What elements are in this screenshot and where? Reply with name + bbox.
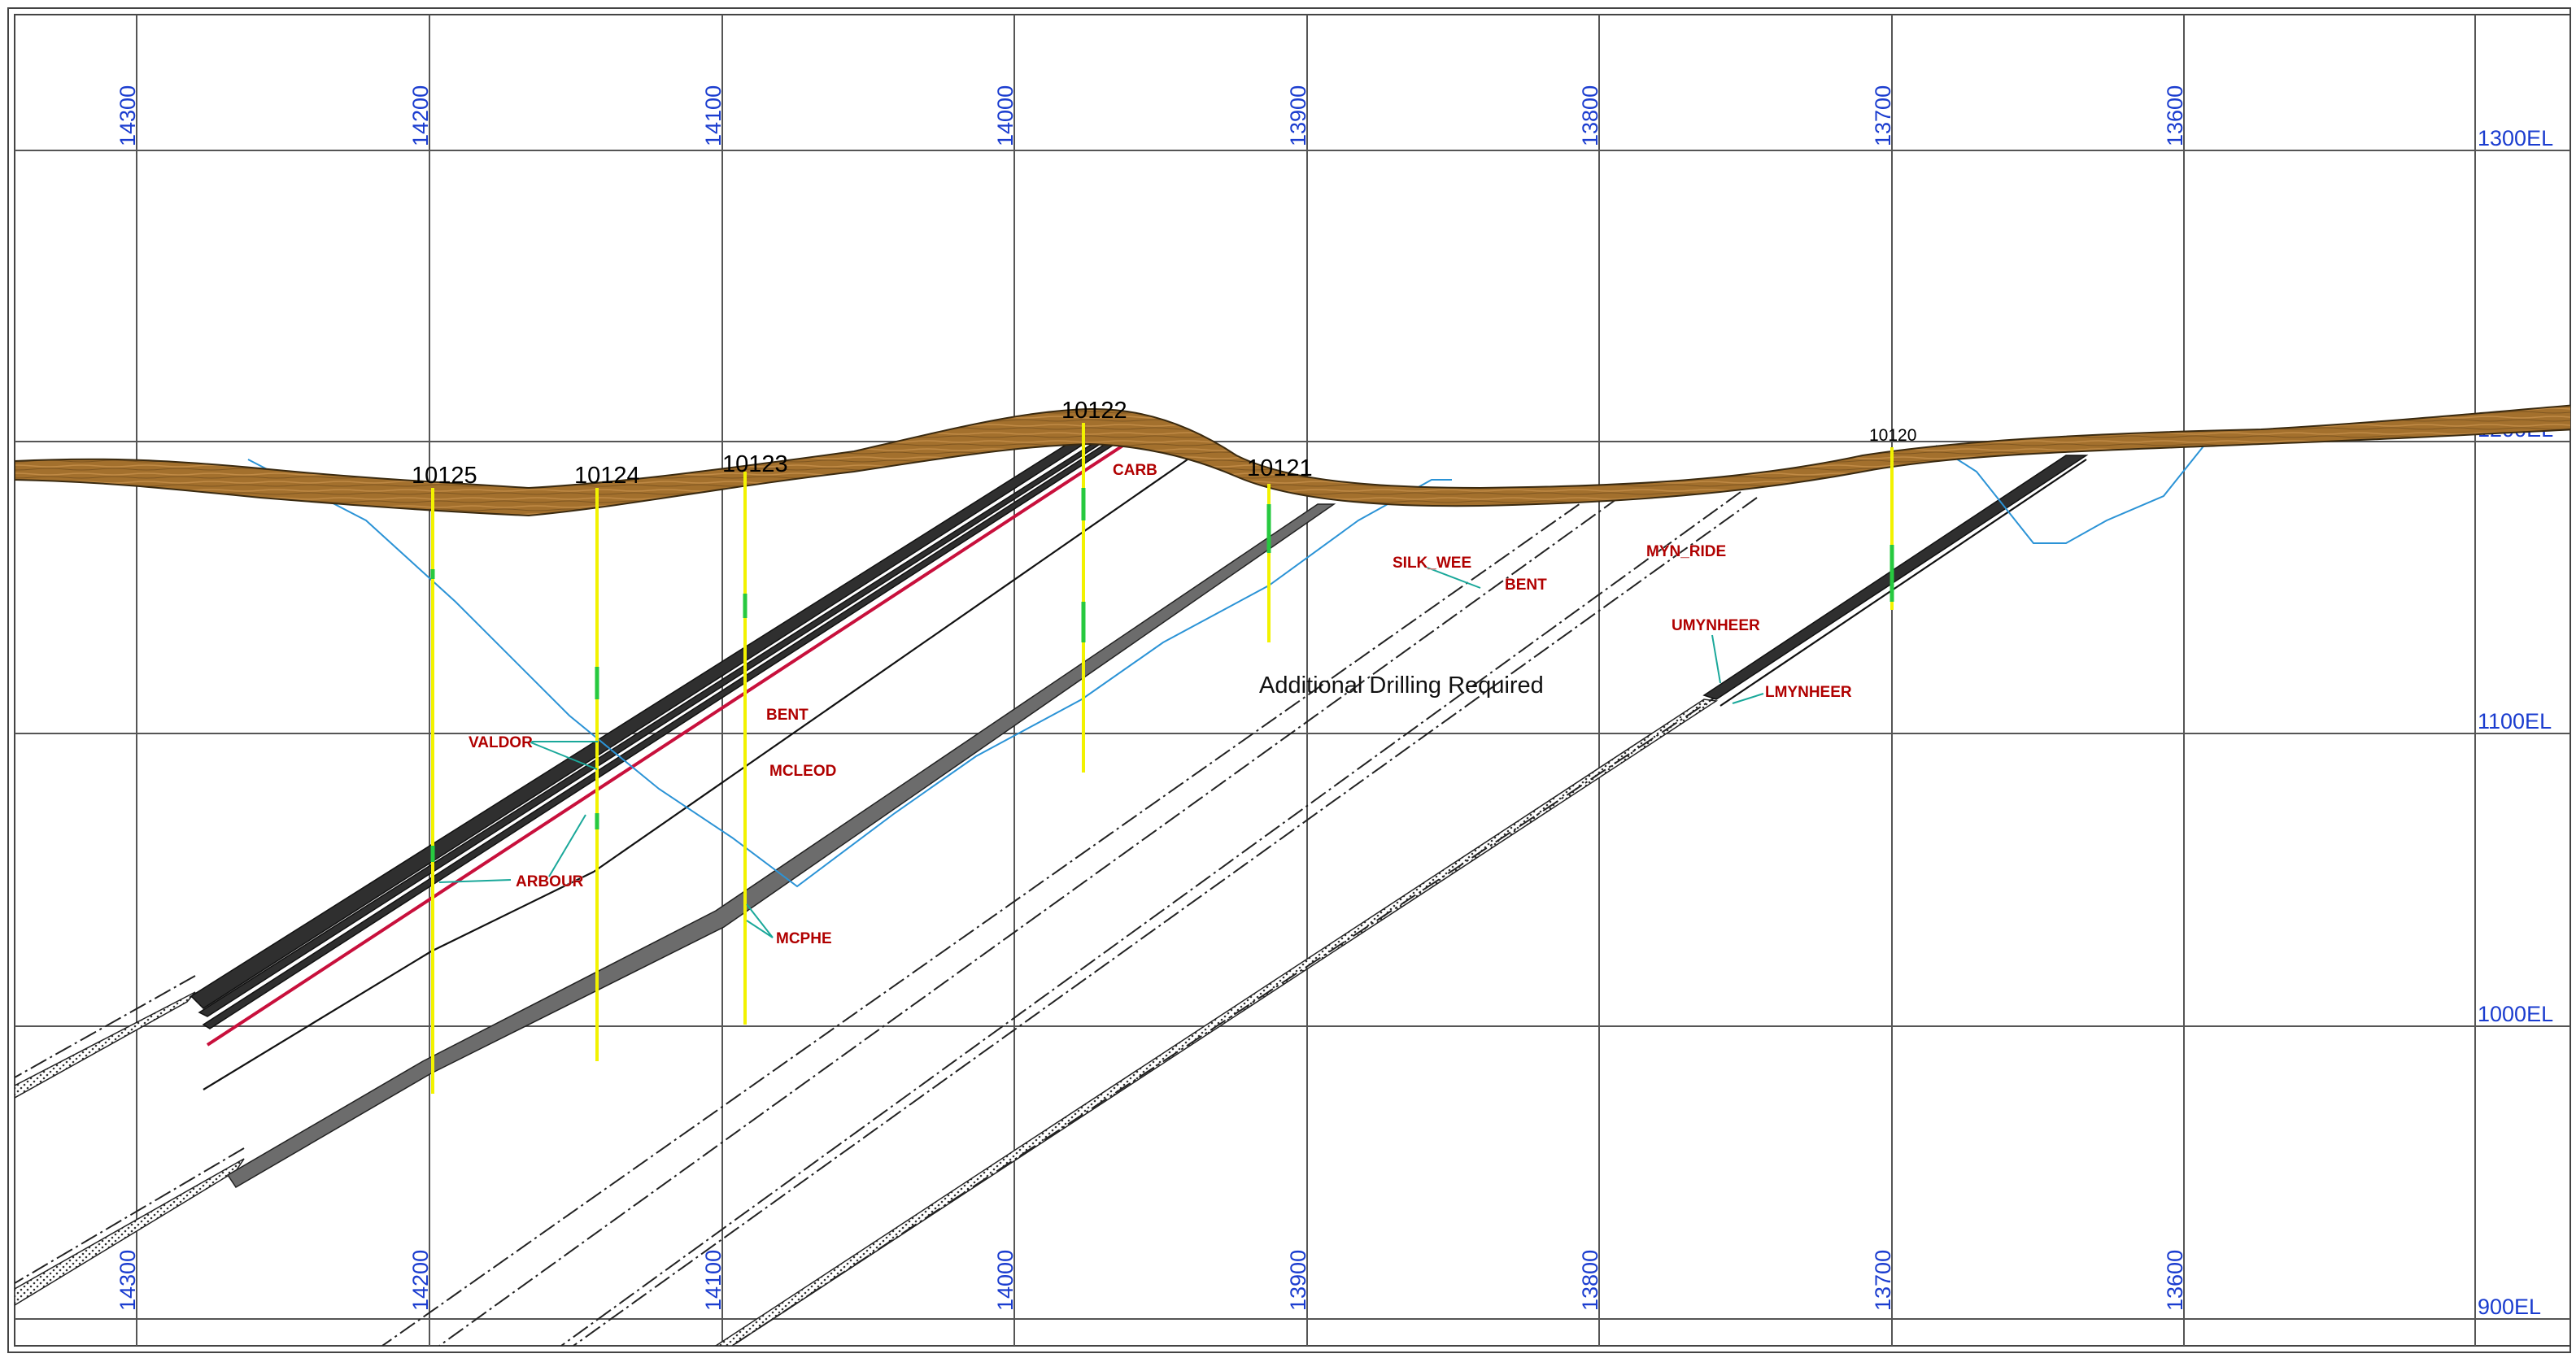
unit-label-arbour: ARBOUR <box>516 873 584 890</box>
map-frame <box>14 14 2571 1347</box>
easting-label-top: 14000 <box>993 85 1018 146</box>
hatched-band-left <box>15 991 196 1099</box>
unit-label-bent: BENT <box>766 707 809 724</box>
easting-label-bottom: 13900 <box>1286 1250 1310 1311</box>
easting-label-bottom: 14100 <box>701 1250 726 1311</box>
unit-label-valdor: VALDOR <box>469 734 533 751</box>
drillhole-label: 10121 <box>1247 455 1313 481</box>
drillhole-label: 10120 <box>1869 426 1916 445</box>
stratigraphy <box>15 404 2570 1346</box>
thin-contact-right <box>1720 459 2087 707</box>
drillhole-labels: 10125 10124 10123 10122 10121 10120 <box>412 398 1916 489</box>
easting-label-top: 14100 <box>701 85 726 146</box>
easting-label-top: 13900 <box>1286 85 1310 146</box>
water-table-line <box>247 459 1452 888</box>
dashdot-contact <box>438 497 1619 1346</box>
easting-labels-top: 14300 14200 14100 14000 13900 13800 1370… <box>116 85 2187 146</box>
unit-label-carb: CARB <box>1113 462 1157 479</box>
thin-contact <box>593 459 1188 873</box>
drilling-note: Additional Drilling Required <box>1259 672 1544 699</box>
drillhole-label: 10125 <box>412 463 477 489</box>
unit-labels: CARB SILK_WEE BENT MYN_RIDE UMYNHEER LMY… <box>469 462 1852 948</box>
elevation-label: 1300EL <box>2478 126 2553 150</box>
dashdot-contact <box>573 497 1758 1346</box>
hatched-band-lower <box>714 699 1719 1346</box>
drillhole-label: 10124 <box>574 463 640 489</box>
coal-seam-package-upper <box>190 437 1096 1009</box>
easting-label-bottom: 14300 <box>116 1250 140 1311</box>
unit-label-bent-upper: BENT <box>1505 577 1547 594</box>
dashdot-contact <box>15 975 196 1078</box>
drillholes <box>430 423 1894 1094</box>
dashdot-contact <box>381 487 1603 1346</box>
unit-label-mcleod: MCLEOD <box>769 763 836 780</box>
easting-label-top: 14300 <box>116 85 140 146</box>
unit-label-myn-ride: MYN_RIDE <box>1646 543 1726 560</box>
overburden-layer <box>15 404 2570 517</box>
red-marker-horizon <box>206 442 1128 1047</box>
easting-labels-bottom: 14300 14200 14100 14000 13900 13800 1370… <box>116 1250 2187 1311</box>
easting-label-bottom: 13600 <box>2163 1250 2187 1311</box>
elevation-label: 900EL <box>2478 1295 2541 1319</box>
grey-seam-band <box>226 503 1336 1189</box>
unit-label-lmynheer: LMYNHEER <box>1765 684 1852 701</box>
coal-seam-right <box>1702 455 2089 700</box>
dashdot-contact <box>560 491 1741 1346</box>
easting-label-top: 13600 <box>2163 85 2187 146</box>
elevation-labels: 1300EL 1200EL 1100EL 1000EL 900EL <box>2478 126 2553 1319</box>
label-leaders <box>438 566 1764 938</box>
dashdot-contact <box>731 690 1725 1346</box>
easting-label-bottom: 13700 <box>1871 1250 1895 1311</box>
unit-label-mcphe: MCPHE <box>776 930 832 947</box>
easting-label-top: 13800 <box>1578 85 1602 146</box>
hatched-band-left-2 <box>15 1158 245 1306</box>
coal-seam-package-upper-2 <box>198 438 1110 1017</box>
drillhole-label: 10123 <box>722 451 788 477</box>
elevation-label: 1000EL <box>2478 1002 2553 1026</box>
easting-label-bottom: 13800 <box>1578 1250 1602 1311</box>
unit-label-silk-wee: SILK_WEE <box>1393 555 1471 572</box>
elevation-label: 1100EL <box>2478 709 2552 733</box>
water-table-line-right <box>1935 434 2213 544</box>
dashdot-contact <box>15 1147 245 1284</box>
easting-label-bottom: 14200 <box>408 1250 433 1311</box>
easting-label-top: 14200 <box>408 85 433 146</box>
drillhole-label: 10122 <box>1061 398 1127 424</box>
unit-label-umynheer: UMYNHEER <box>1672 617 1760 634</box>
easting-label-top: 13700 <box>1871 85 1895 146</box>
easting-label-bottom: 14000 <box>993 1250 1018 1311</box>
